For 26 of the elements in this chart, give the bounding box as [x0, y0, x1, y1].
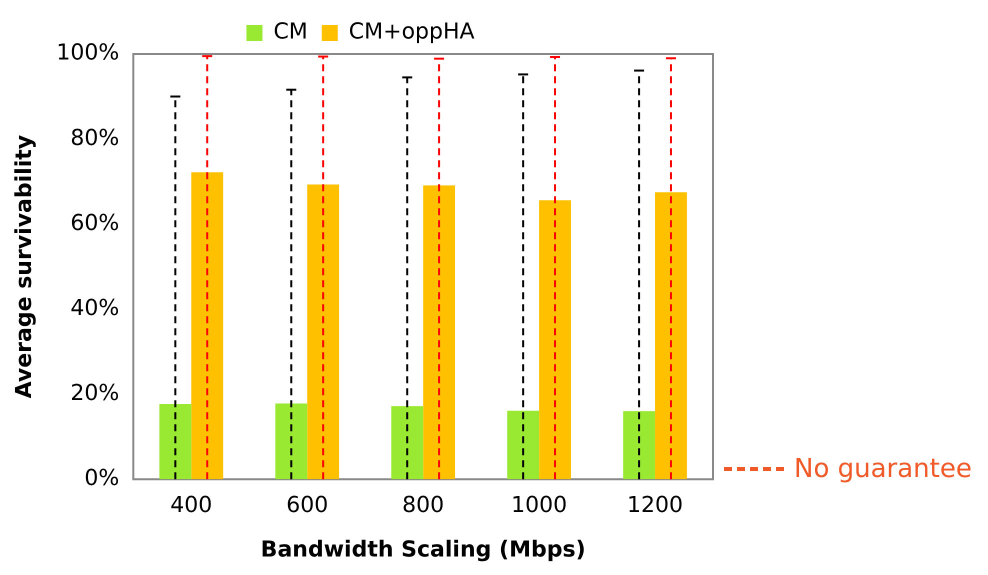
x-tick-label: 400 — [170, 493, 212, 518]
x-axis-title: Bandwidth Scaling (Mbps) — [260, 538, 586, 563]
y-tick-label: 40% — [70, 296, 120, 321]
y-tick-label: 100% — [56, 40, 120, 66]
bar — [655, 192, 687, 480]
y-tick-label: 60% — [70, 210, 120, 236]
y-tick-label: 80% — [70, 126, 120, 151]
x-tick-label: 1000 — [511, 493, 568, 518]
bar — [159, 404, 192, 480]
y-axis-title: Average survivability — [12, 134, 37, 398]
legend-label: CM — [273, 20, 308, 45]
x-tick-label: 1200 — [627, 493, 684, 518]
bar — [539, 200, 571, 480]
bar — [507, 410, 540, 480]
bar — [191, 172, 224, 480]
text: No guarantee — [794, 454, 972, 484]
bar — [391, 406, 424, 480]
legend-label: CM+oppHA — [348, 20, 475, 45]
x-tick-label: 600 — [286, 493, 328, 518]
y-tick-label: 20% — [70, 380, 120, 406]
x-tick-label: 800 — [402, 493, 444, 518]
bar — [275, 404, 308, 480]
bar — [423, 185, 456, 480]
bar — [623, 411, 656, 480]
bar — [307, 184, 340, 480]
y-tick-label: 0% — [84, 466, 120, 491]
